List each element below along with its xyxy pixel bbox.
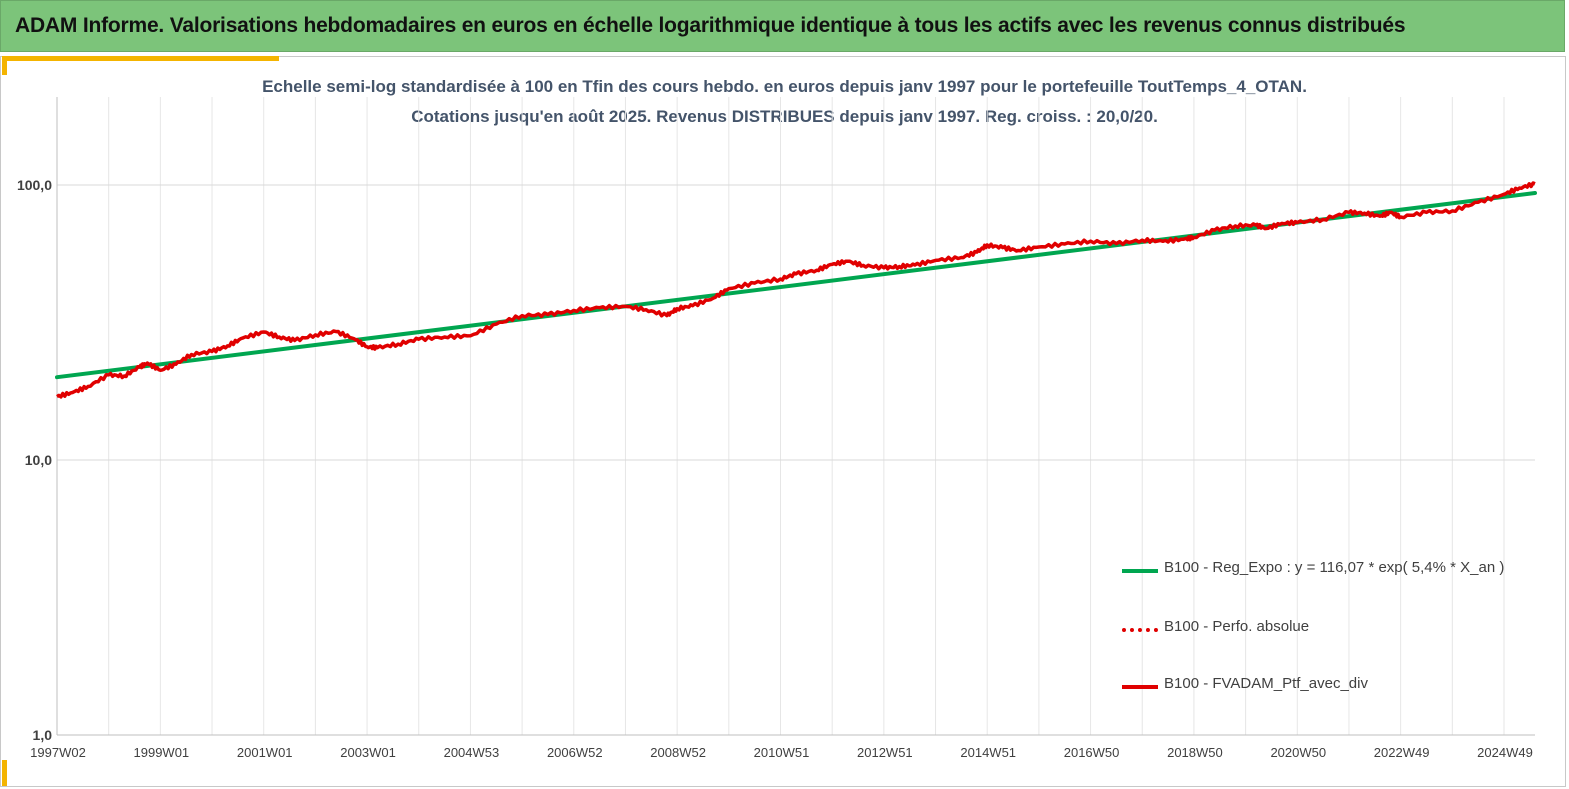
page-title: ADAM Informe. Valorisations hebdomadaire…: [15, 14, 1406, 37]
legend-item-perfo-absolue: B100 - Perfo. absolue: [1122, 616, 1562, 640]
chart-title-line-2: Cotations jusqu'en août 2025. Revenus DI…: [411, 107, 1158, 126]
x-tick-label: 2004W53: [444, 745, 500, 760]
x-tick-label: 1997W02: [30, 745, 86, 760]
legend-label-perfo-absolue: B100 - Perfo. absolue: [1164, 618, 1310, 635]
legend-swatch-perfo-absolue: [1122, 628, 1158, 632]
x-tick-label: 2001W01: [237, 745, 293, 760]
x-tick-label: 2024W49: [1477, 745, 1533, 760]
accent-bar-top: [2, 56, 279, 61]
legend-item-regression: B100 - Reg_Expo : y = 116,07 * exp( 5,4%…: [1122, 557, 1562, 581]
x-tick-label: 2014W51: [960, 745, 1016, 760]
x-tick-label: 2012W51: [857, 745, 913, 760]
y-tick-label: 10,0: [25, 452, 52, 468]
x-tick-label: 2022W49: [1374, 745, 1430, 760]
x-tick-label: 2008W52: [650, 745, 706, 760]
chart-frame: [0, 56, 1566, 787]
x-tick-label: 2018W50: [1167, 745, 1223, 760]
legend-swatch-portfolio: [1122, 685, 1158, 689]
x-tick-label: 2020W50: [1270, 745, 1326, 760]
header-banner: ADAM Informe. Valorisations hebdomadaire…: [0, 0, 1565, 52]
legend-swatch-regression: [1122, 569, 1158, 573]
legend-item-portfolio: B100 - FVADAM_Ptf_avec_div: [1122, 673, 1562, 697]
x-tick-label: 2006W52: [547, 745, 603, 760]
x-tick-label: 2016W50: [1064, 745, 1120, 760]
x-tick-label: 1999W01: [134, 745, 190, 760]
legend-label-portfolio: B100 - FVADAM_Ptf_avec_div: [1164, 675, 1368, 692]
accent-bar-bottom: [2, 760, 7, 786]
x-tick-label: 2003W01: [340, 745, 396, 760]
accent-bar-left: [2, 56, 7, 75]
y-tick-label: 100,0: [17, 177, 52, 193]
y-tick-label: 1,0: [33, 727, 53, 743]
x-tick-label: 2010W51: [754, 745, 810, 760]
legend-label-regression: B100 - Reg_Expo : y = 116,07 * exp( 5,4%…: [1164, 559, 1505, 576]
chart-title-line-1: Echelle semi-log standardisée à 100 en T…: [262, 77, 1307, 96]
series-line-portfolio: [56, 181, 1536, 399]
